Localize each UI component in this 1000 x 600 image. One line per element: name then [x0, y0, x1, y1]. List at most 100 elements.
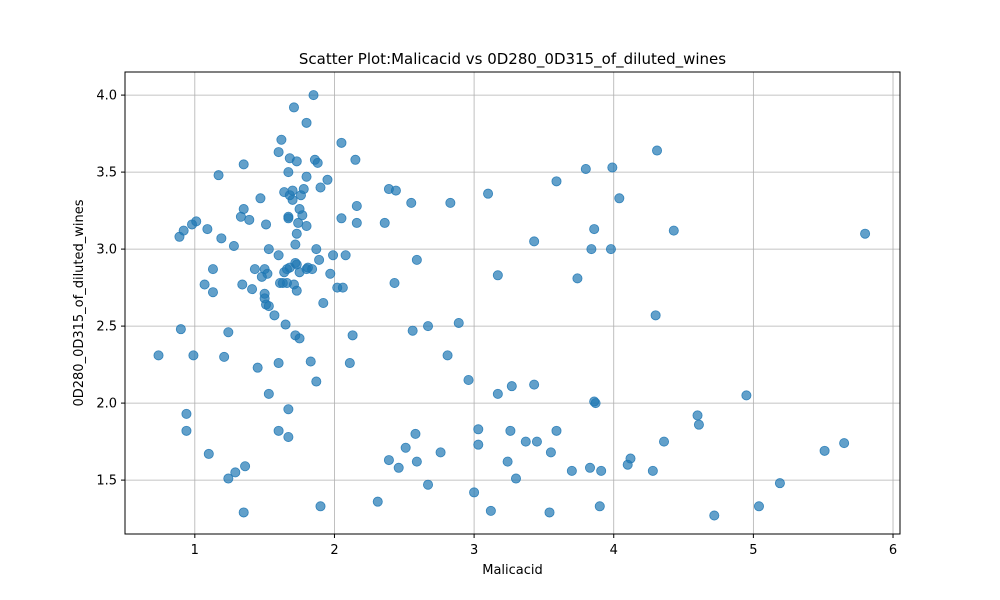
scatter-point — [301, 117, 312, 128]
scatter-point — [400, 442, 411, 453]
scatter-point — [589, 224, 600, 235]
scatter-point — [614, 193, 625, 204]
scatter-point — [406, 197, 417, 208]
scatter-point — [839, 438, 850, 449]
scatter-point — [390, 185, 401, 196]
scatter-point — [283, 404, 294, 415]
scatter-point — [188, 350, 199, 361]
scatter-point — [469, 487, 480, 498]
plot-frame — [124, 71, 901, 535]
scatter-point — [350, 154, 361, 165]
scatter-point — [255, 193, 266, 204]
scatter-point — [328, 250, 339, 261]
scatter-point — [351, 217, 362, 228]
scatter-point — [263, 244, 274, 255]
x-tick-label: 3 — [470, 543, 478, 558]
scatter-point — [383, 455, 394, 466]
y-tick-label: 2.5 — [96, 320, 117, 335]
scatter-point — [291, 285, 302, 296]
y-tick-label: 1.5 — [96, 474, 117, 489]
scatter-point — [551, 176, 562, 187]
scatter-point — [273, 147, 284, 158]
scatter-point — [283, 431, 294, 442]
scatter-point — [650, 310, 661, 321]
scatter-point — [411, 456, 422, 467]
scatter-point — [473, 424, 484, 435]
scatter-point — [492, 270, 503, 281]
scatter-point — [240, 461, 251, 472]
scatter-point — [819, 445, 830, 456]
scatter-point — [280, 319, 291, 330]
scatter-point — [607, 162, 618, 173]
scatter-point — [545, 447, 556, 458]
scatter-point — [238, 204, 249, 215]
scatter-point — [216, 233, 227, 244]
y-axis-label: 0D280_0D315_of_diluted_wines — [72, 199, 87, 406]
scatter-point — [586, 244, 597, 255]
scatter-point — [213, 170, 224, 181]
scatter-point — [247, 284, 258, 295]
scatter-point — [741, 390, 752, 401]
scatter-point — [411, 254, 422, 265]
scatter-point — [276, 134, 287, 145]
scatter-point — [202, 224, 213, 235]
scatter-point — [594, 501, 605, 512]
scatter-point — [249, 264, 260, 275]
scatter-point — [219, 351, 230, 362]
y-tick-label: 3.0 — [96, 243, 117, 258]
scatter-point — [351, 200, 362, 211]
scatter-point — [237, 279, 248, 290]
scatter-point — [238, 507, 249, 518]
scatter-point — [652, 145, 663, 156]
scatter-point — [230, 467, 241, 478]
scatter-point — [288, 102, 299, 113]
scatter-point — [301, 220, 312, 231]
scatter-point — [298, 184, 309, 195]
scatter-point — [314, 254, 325, 265]
scatter-point — [207, 287, 218, 298]
scatter-point — [191, 216, 202, 227]
scatter-point — [379, 217, 390, 228]
scatter-point — [199, 279, 210, 290]
scatter-point — [287, 194, 298, 205]
scatter-point — [492, 388, 503, 399]
scatter-point — [325, 268, 336, 279]
scatter-point — [709, 510, 720, 521]
scatter-point — [311, 376, 322, 387]
y-tick-label: 2.0 — [96, 397, 117, 412]
scatter-point — [596, 465, 607, 476]
scatter-point — [262, 268, 273, 279]
scatter-point — [407, 325, 418, 336]
scatter-point — [287, 185, 298, 196]
scatter-point — [659, 436, 670, 447]
scatter-point — [315, 182, 326, 193]
scatter-point — [372, 496, 383, 507]
scatter-point — [273, 358, 284, 369]
scatter-point — [294, 333, 305, 344]
scatter-point — [305, 356, 316, 367]
scatter-point — [529, 379, 540, 390]
scatter-point — [625, 453, 636, 464]
scatter-point — [244, 214, 255, 225]
scatter-point — [410, 428, 421, 439]
scatter-point — [753, 501, 764, 512]
chart-title: Scatter Plot:Malicacid vs 0D280_0D315_of… — [299, 50, 726, 69]
scatter-point — [566, 465, 577, 476]
x-tick-label: 2 — [330, 543, 338, 558]
scatter-point — [181, 425, 192, 436]
scatter-point — [531, 436, 542, 447]
x-tick-label: 6 — [889, 543, 897, 558]
scatter-point — [423, 321, 434, 332]
scatter-point — [238, 159, 249, 170]
scatter-point — [175, 324, 186, 335]
x-tick-label: 1 — [191, 543, 199, 558]
scatter-point — [307, 264, 318, 275]
scatter-point — [473, 439, 484, 450]
scatter-point — [315, 501, 326, 512]
scatter-point — [529, 236, 540, 247]
scatter-point — [291, 228, 302, 239]
scatter-point — [291, 156, 302, 167]
scatter-point — [692, 410, 703, 421]
scatter-point — [647, 465, 658, 476]
